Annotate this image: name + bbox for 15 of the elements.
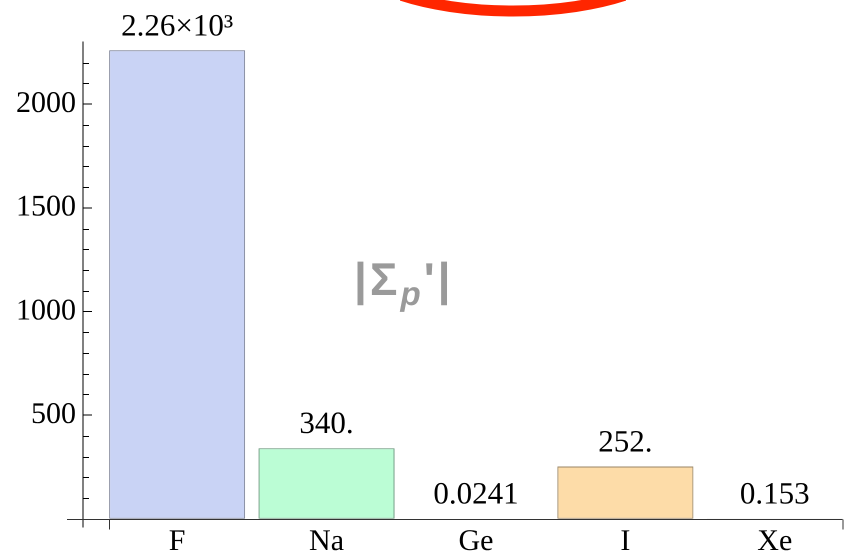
data-label: 0.0241 [433, 476, 519, 511]
data-label: 252. [598, 423, 652, 458]
data-label: 2.26×10³ [121, 7, 234, 42]
y-tick-label: 500 [31, 396, 76, 430]
x-tick-label: Xe [757, 524, 792, 553]
annotation: |Σ$_{p}$'| [354, 253, 454, 313]
y-tick-label: 1000 [16, 293, 76, 326]
data-label: 0.153 [740, 476, 810, 511]
x-tick-label: Na [309, 524, 344, 553]
y-tick-label: 1500 [16, 190, 76, 223]
x-tick-label: Ge [458, 524, 494, 553]
x-tick-label: I [620, 524, 630, 553]
x-tick-label: F [168, 524, 186, 553]
y-tick-label: 2000 [16, 86, 76, 120]
data-label: 340. [299, 405, 354, 440]
